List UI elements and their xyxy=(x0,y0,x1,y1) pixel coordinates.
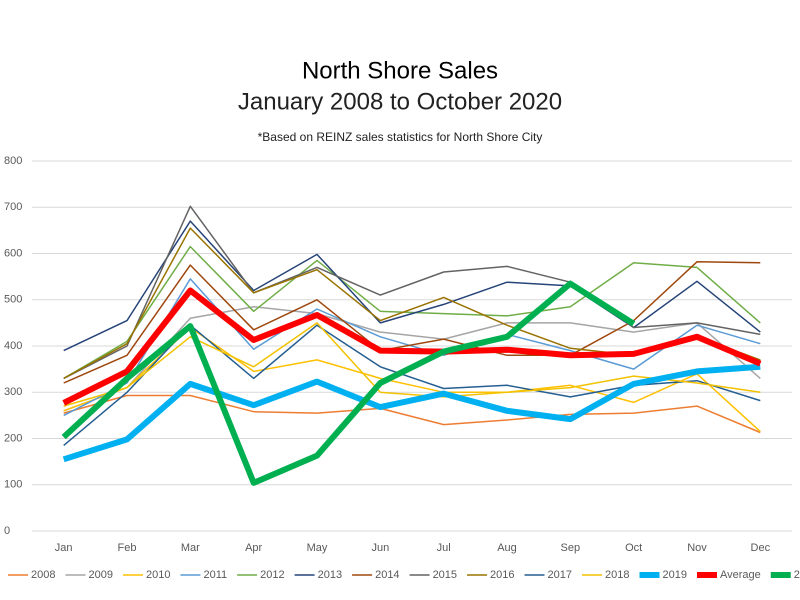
series-line xyxy=(61,280,636,486)
y-tick-label: 600 xyxy=(4,247,22,259)
series-line xyxy=(62,363,761,463)
legend-label: Average xyxy=(720,569,761,581)
series-line xyxy=(63,227,761,380)
y-tick-label: 500 xyxy=(4,294,22,306)
y-tick-label: 0 xyxy=(4,525,10,537)
y-tick-label: 800 xyxy=(4,155,22,167)
y-tick-label: 300 xyxy=(4,386,22,398)
legend-label: 2018 xyxy=(605,569,629,581)
legend-label: 2011 xyxy=(203,569,227,581)
legend-label: 2012 xyxy=(260,569,284,581)
series-line xyxy=(63,305,761,412)
x-tick-label: Sep xyxy=(561,542,581,554)
legend-label: 2016 xyxy=(490,569,514,581)
y-tick-label: 400 xyxy=(4,340,22,352)
series-line xyxy=(62,287,762,406)
legend-label: 2019 xyxy=(663,569,687,581)
legend-label: 2017 xyxy=(548,569,572,581)
legend-label: 2010 xyxy=(146,569,170,581)
legend-label: 2015 xyxy=(433,569,457,581)
chart-title: North Shore Sales xyxy=(302,57,498,84)
annotation: *Based on REINZ sales statistics for Nor… xyxy=(258,130,543,144)
y-tick-label: 200 xyxy=(4,432,22,444)
x-tick-label: Aug xyxy=(497,542,517,554)
x-tick-label: Nov xyxy=(687,542,707,554)
x-tick-label: Jun xyxy=(371,542,389,554)
legend-label: 2008 xyxy=(31,569,55,581)
legend-label: 2009 xyxy=(88,569,112,581)
legend-label: 2014 xyxy=(375,569,399,581)
x-tick-label: Feb xyxy=(118,542,137,554)
legend-label: 2013 xyxy=(318,569,342,581)
series-line xyxy=(63,322,761,407)
x-tick-label: Oct xyxy=(625,542,642,554)
series-line xyxy=(63,205,761,380)
series-line xyxy=(63,261,761,384)
legend-label: 2020 xyxy=(794,569,800,581)
y-tick-label: 100 xyxy=(4,479,22,491)
x-tick-label: Jul xyxy=(437,542,451,554)
series-line xyxy=(63,220,761,352)
y-tick-label: 700 xyxy=(4,201,22,213)
x-tick-label: May xyxy=(307,542,328,554)
chart-subtitle: January 2008 to October 2020 xyxy=(238,88,562,115)
x-tick-label: Jan xyxy=(55,542,73,554)
x-tick-label: Dec xyxy=(751,542,771,554)
x-tick-label: Mar xyxy=(181,542,200,554)
x-tick-label: Apr xyxy=(245,542,262,554)
series-line xyxy=(63,278,761,417)
series-line xyxy=(63,245,761,380)
